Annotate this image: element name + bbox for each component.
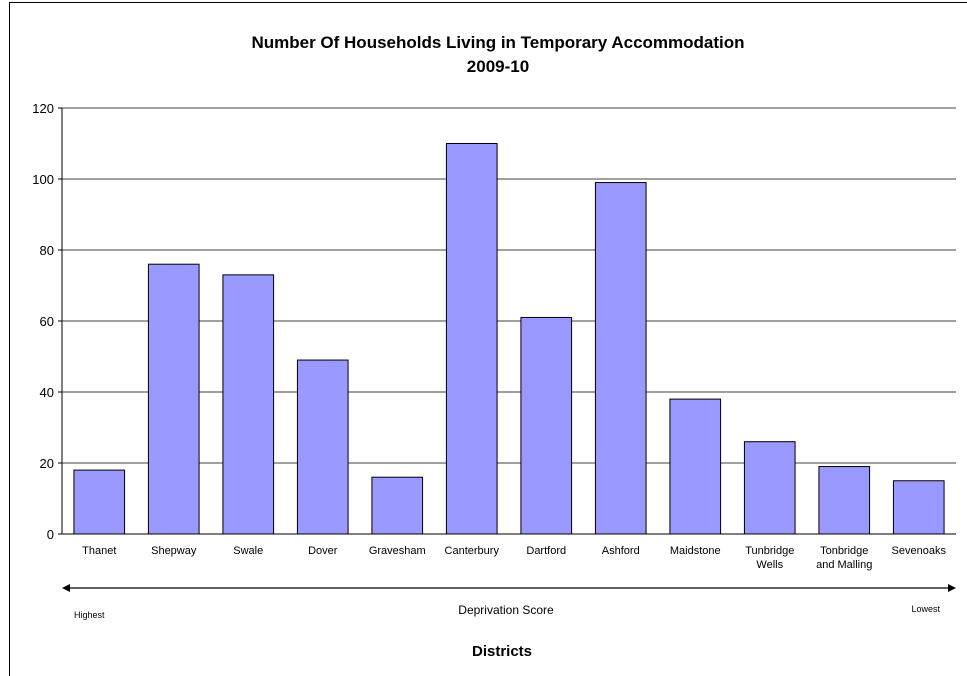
bar [520, 316, 573, 535]
x-tick-label: Tonbridge and Malling [816, 545, 872, 571]
bar [371, 476, 424, 535]
y-tick-label: 120 [32, 101, 54, 116]
x-tick-label: Canterbury [445, 545, 500, 557]
bar [669, 398, 722, 535]
y-tick-label: 40 [40, 385, 54, 400]
chart-subtitle: 2009-10 [467, 57, 529, 76]
x-axis-label: Districts [472, 643, 532, 660]
y-tick-label: 80 [40, 243, 54, 258]
bar [296, 359, 349, 535]
annotation: Highest [74, 610, 105, 620]
x-tick-label: Swale [233, 545, 263, 557]
x-tick-label: Thanet [82, 545, 116, 557]
annotation: Lowest [911, 604, 940, 614]
bar [743, 441, 796, 535]
x-tick-label: Maidstone [670, 545, 721, 557]
annotation: Deprivation Score [458, 603, 554, 617]
bar [222, 274, 275, 535]
chart-title: Number Of Households Living in Temporary… [251, 33, 744, 52]
arrow-head-left [62, 584, 70, 592]
x-tick-label: Tunbridge Wells [745, 545, 794, 571]
x-tick-label: Sevenoaks [892, 545, 947, 557]
x-tick-label: Gravesham [369, 545, 426, 557]
arrow-head-right [948, 584, 956, 592]
chart-frame [9, 2, 967, 676]
y-tick-label: 20 [40, 456, 54, 471]
bar [594, 182, 647, 535]
bar [73, 469, 126, 535]
x-tick-label: Shepway [151, 545, 197, 557]
bar [445, 143, 498, 535]
y-tick-label: 100 [32, 172, 54, 187]
x-tick-label: Ashford [602, 545, 640, 557]
x-tick-label: Dover [308, 545, 338, 557]
bar [818, 466, 871, 535]
bar [147, 263, 200, 535]
y-tick-label: 60 [40, 314, 54, 329]
x-tick-label: Dartford [526, 545, 566, 557]
y-tick-label: 0 [47, 527, 54, 542]
bar [892, 480, 945, 535]
